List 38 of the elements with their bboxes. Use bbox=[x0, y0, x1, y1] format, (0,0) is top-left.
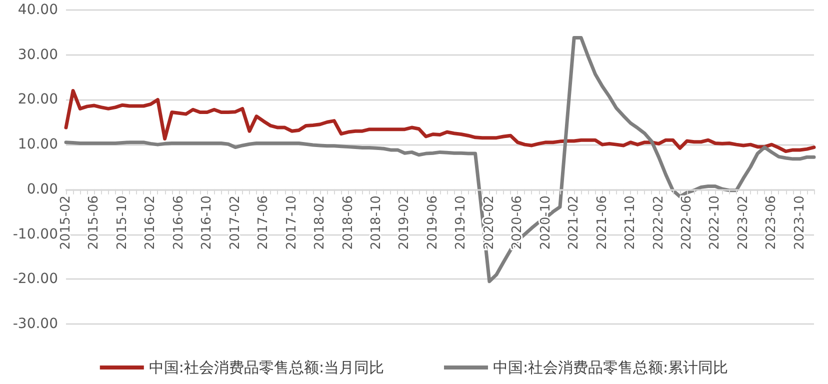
x-tick-label: 2016-10 bbox=[200, 195, 215, 250]
line-series bbox=[64, 88, 816, 154]
x-tick-label: 2022-02 bbox=[651, 195, 666, 250]
x-tick-label: 2020-02 bbox=[482, 195, 497, 250]
x-tick-label: 2020-06 bbox=[510, 195, 526, 250]
legend-label: 中国:社会消费品零售总额:当月同比 bbox=[148, 358, 384, 376]
x-tick-label: 2015-10 bbox=[114, 195, 130, 250]
x-tick-label: 2016-02 bbox=[143, 195, 158, 250]
x-tick-label: 2022-06 bbox=[679, 195, 694, 250]
x-tick-label: 2018-10 bbox=[368, 195, 384, 250]
y-tick-label: 10.00 bbox=[18, 136, 58, 153]
x-tick-label: 2018-06 bbox=[340, 195, 356, 250]
x-tick-label: 2019-06 bbox=[425, 195, 440, 250]
y-tick-label: 20.00 bbox=[18, 92, 58, 108]
x-tick-label: 2015-06 bbox=[86, 195, 102, 250]
x-tick-label: 2015-02 bbox=[58, 195, 74, 250]
x-tick-label: 2017-06 bbox=[256, 195, 272, 250]
x-tick-label: 2021-02 bbox=[566, 195, 582, 250]
x-tick-label: 2019-10 bbox=[454, 195, 469, 250]
x-tick-label: 2017-10 bbox=[284, 195, 300, 250]
x-tick-label: 2016-06 bbox=[171, 195, 186, 250]
x-tick-label: 2023-02 bbox=[736, 195, 751, 250]
legend-label: 中国:社会消费品零售总额:累计同比 bbox=[493, 358, 728, 376]
y-tick-label: 40.00 bbox=[18, 2, 58, 18]
x-tick-label: 2023-10 bbox=[792, 195, 808, 250]
x-tick-label: 2023-06 bbox=[764, 195, 780, 250]
x-tick-label: 2018-02 bbox=[312, 195, 328, 250]
y-tick-label: -20.00 bbox=[12, 271, 58, 288]
y-tick-label: 0.00 bbox=[26, 181, 58, 198]
x-tick-label: 2017-02 bbox=[228, 195, 243, 250]
x-tick-label: 2021-06 bbox=[594, 195, 610, 250]
x-tick-label: 2019-02 bbox=[397, 195, 412, 250]
y-tick-label: 30.00 bbox=[18, 46, 58, 63]
x-tick-label: 2020-10 bbox=[538, 195, 554, 250]
x-tick-label: 2021-10 bbox=[623, 195, 638, 250]
x-tick-label: 2022-10 bbox=[708, 195, 723, 250]
y-tick-label: -30.00 bbox=[12, 316, 58, 332]
y-tick-label: -10.00 bbox=[12, 226, 58, 242]
